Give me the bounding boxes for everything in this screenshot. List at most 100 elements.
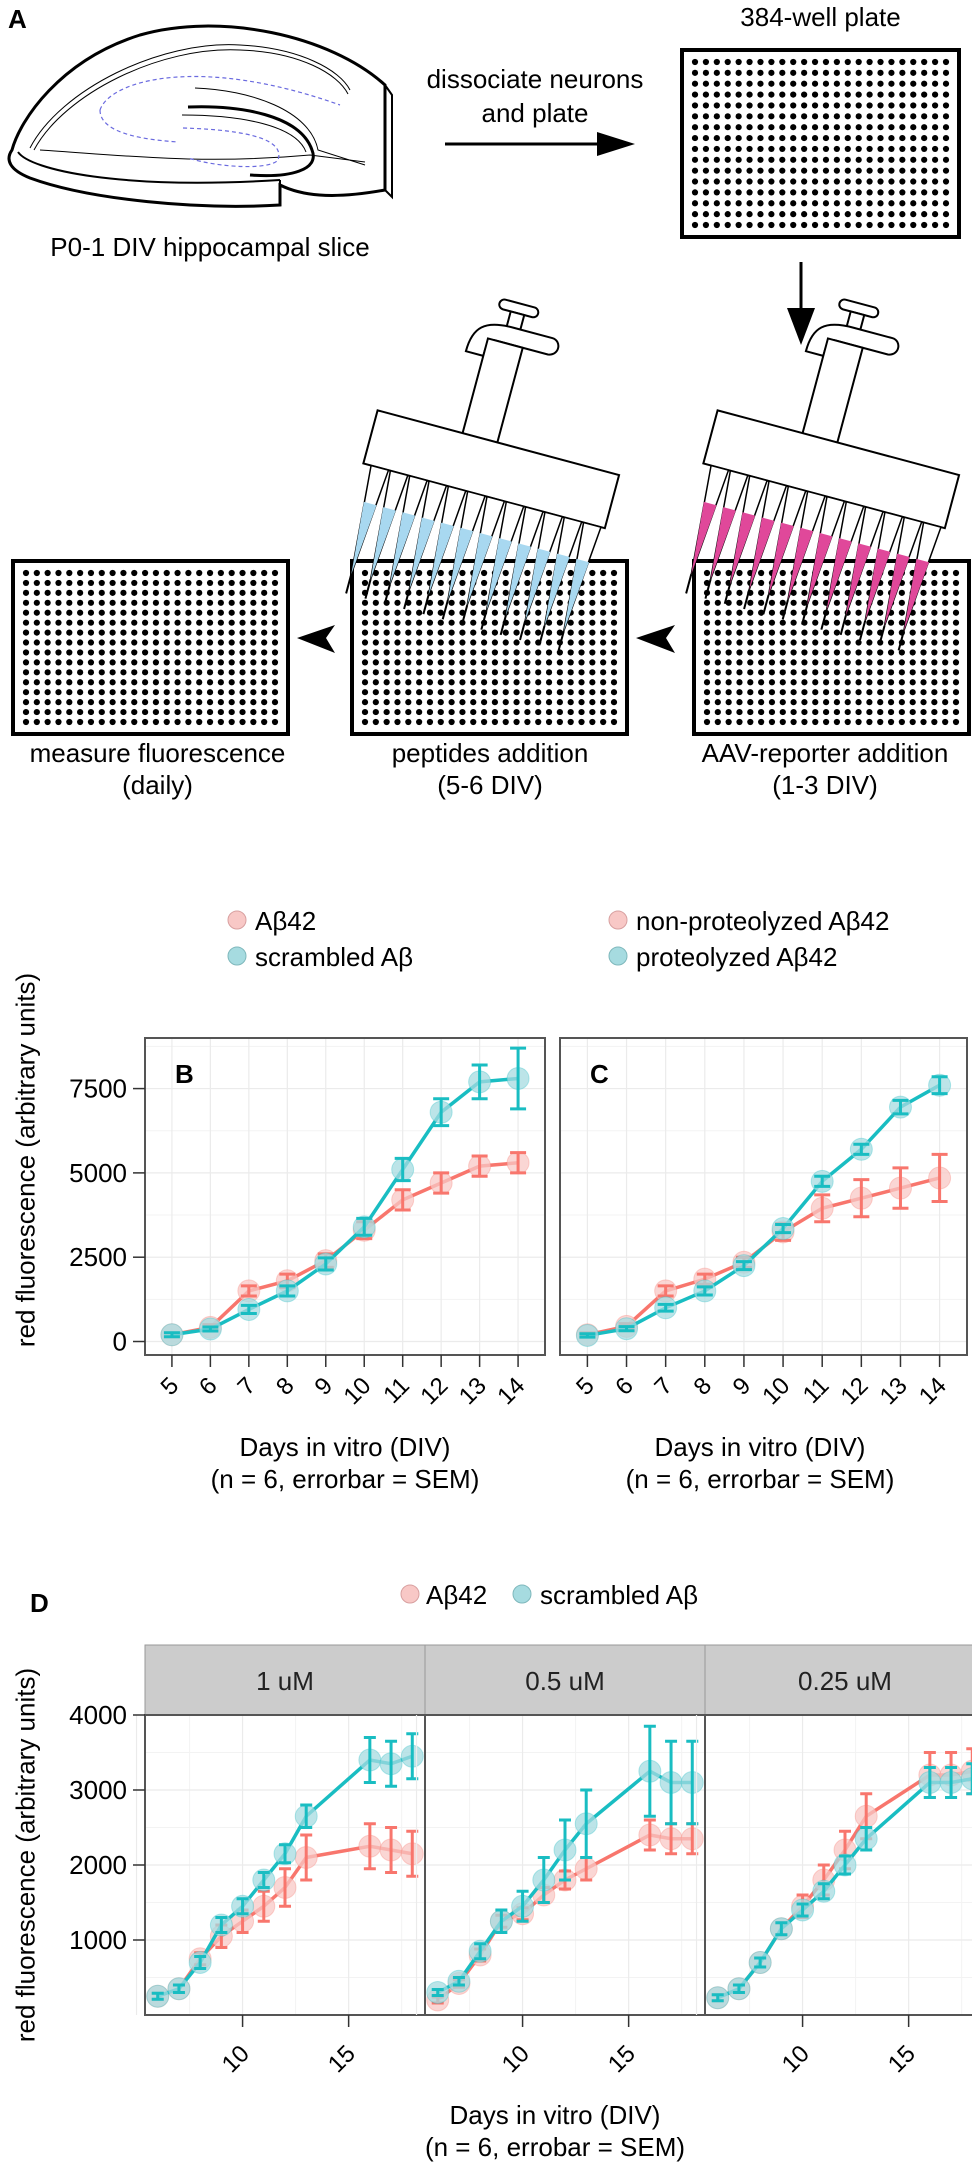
well bbox=[217, 708, 224, 716]
well bbox=[855, 629, 862, 636]
well bbox=[556, 689, 563, 696]
well bbox=[33, 629, 40, 636]
well bbox=[131, 649, 138, 656]
well bbox=[271, 689, 279, 696]
well bbox=[98, 689, 105, 696]
well bbox=[271, 718, 279, 726]
well bbox=[747, 629, 754, 636]
well bbox=[714, 619, 721, 626]
well bbox=[228, 589, 235, 596]
well bbox=[535, 659, 542, 666]
well bbox=[812, 639, 819, 646]
well bbox=[131, 679, 138, 686]
well bbox=[535, 629, 542, 636]
well bbox=[855, 134, 862, 142]
well bbox=[502, 718, 509, 726]
well bbox=[921, 80, 928, 87]
well bbox=[811, 211, 819, 218]
legend-d-item-2: scrambled Aβ bbox=[540, 1580, 699, 1610]
well bbox=[822, 659, 830, 666]
well bbox=[833, 200, 840, 207]
step-peptides-line2: (5-6 DIV) bbox=[437, 770, 543, 800]
well bbox=[44, 699, 51, 706]
well bbox=[920, 629, 927, 636]
well bbox=[271, 629, 279, 636]
well bbox=[877, 609, 884, 616]
well bbox=[899, 134, 906, 142]
well bbox=[812, 649, 819, 656]
well bbox=[702, 189, 710, 196]
well bbox=[790, 134, 797, 142]
well bbox=[22, 589, 30, 596]
well bbox=[713, 69, 720, 76]
well bbox=[513, 718, 520, 726]
well bbox=[691, 221, 699, 229]
well bbox=[109, 599, 116, 606]
well bbox=[691, 134, 699, 142]
well bbox=[87, 708, 95, 716]
well bbox=[271, 649, 279, 656]
well bbox=[228, 659, 235, 666]
well bbox=[779, 569, 786, 577]
well bbox=[196, 619, 203, 626]
well bbox=[513, 689, 520, 696]
well bbox=[589, 659, 596, 666]
well bbox=[735, 189, 742, 196]
well bbox=[578, 589, 585, 596]
well bbox=[866, 145, 873, 153]
well bbox=[394, 609, 401, 616]
well bbox=[372, 708, 379, 716]
well bbox=[77, 619, 84, 626]
well bbox=[22, 639, 30, 646]
well bbox=[261, 609, 268, 616]
x-tick-label: 12 bbox=[415, 1372, 453, 1410]
well bbox=[931, 599, 938, 606]
well bbox=[768, 659, 776, 666]
well bbox=[833, 589, 841, 596]
well bbox=[372, 609, 379, 616]
well bbox=[480, 639, 488, 646]
well bbox=[920, 609, 927, 616]
well bbox=[271, 569, 279, 577]
well bbox=[790, 156, 797, 163]
well bbox=[426, 649, 434, 656]
well bbox=[899, 200, 906, 207]
well bbox=[163, 579, 170, 587]
well bbox=[196, 718, 203, 726]
well bbox=[790, 200, 797, 207]
well bbox=[855, 689, 862, 696]
well bbox=[55, 579, 62, 587]
well bbox=[833, 124, 840, 131]
well bbox=[33, 609, 40, 616]
well bbox=[725, 649, 732, 656]
well bbox=[416, 569, 423, 577]
well bbox=[163, 659, 170, 666]
well bbox=[811, 102, 819, 109]
well bbox=[66, 599, 73, 606]
well bbox=[405, 718, 412, 726]
well bbox=[22, 609, 30, 616]
well bbox=[206, 599, 214, 606]
well bbox=[600, 609, 607, 616]
well bbox=[66, 679, 73, 686]
well bbox=[141, 689, 149, 696]
well bbox=[822, 718, 830, 726]
well bbox=[942, 619, 949, 626]
well bbox=[416, 579, 423, 587]
well bbox=[77, 649, 84, 656]
well bbox=[261, 699, 268, 706]
well bbox=[383, 619, 390, 626]
well bbox=[725, 659, 732, 666]
well bbox=[174, 589, 181, 596]
well bbox=[372, 629, 379, 636]
well bbox=[801, 649, 808, 656]
well bbox=[942, 58, 950, 66]
well bbox=[448, 639, 455, 646]
well bbox=[952, 679, 960, 686]
well bbox=[610, 689, 618, 696]
well bbox=[261, 589, 268, 596]
well bbox=[811, 91, 819, 98]
well bbox=[758, 589, 765, 596]
well bbox=[372, 718, 379, 726]
well bbox=[725, 679, 732, 686]
